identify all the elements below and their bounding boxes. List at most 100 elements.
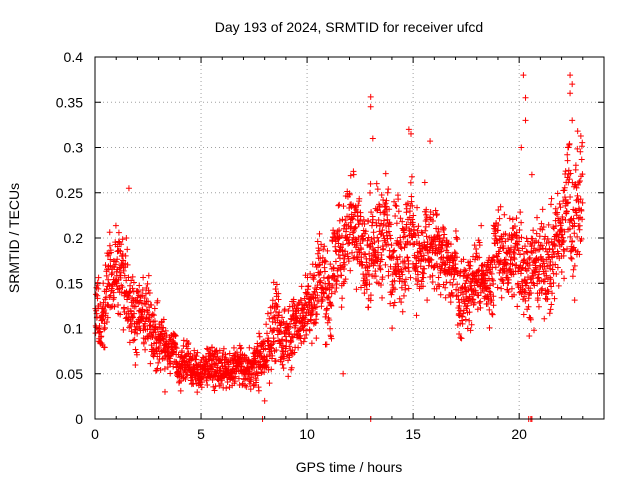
data-point (397, 244, 404, 251)
data-point (465, 262, 472, 269)
data-point (527, 276, 534, 283)
data-point (441, 231, 448, 238)
y-tick-label: 0.4 (64, 49, 84, 65)
data-point (125, 185, 132, 192)
data-point (550, 279, 557, 286)
data-point (526, 256, 533, 263)
data-point (378, 256, 385, 263)
data-point (400, 292, 407, 299)
data-point (467, 327, 474, 334)
data-point (95, 274, 102, 281)
data-point (142, 290, 149, 297)
data-point (315, 245, 322, 252)
data-point (254, 340, 261, 347)
data-point (573, 209, 580, 216)
data-point (304, 274, 311, 281)
data-point (362, 251, 369, 258)
data-point (137, 293, 144, 300)
data-point (259, 341, 266, 348)
data-point (403, 221, 410, 228)
data-point (338, 232, 345, 239)
data-point (126, 324, 133, 331)
data-point (106, 229, 113, 236)
data-point (204, 382, 211, 389)
data-point (394, 260, 401, 267)
data-point (398, 267, 405, 274)
data-point (514, 280, 521, 287)
data-point (567, 254, 574, 261)
data-point (327, 261, 334, 268)
data-point (281, 353, 288, 360)
data-point (396, 295, 403, 302)
data-point (498, 294, 505, 301)
data-point (488, 297, 495, 304)
data-point (107, 256, 114, 263)
data-point (392, 212, 399, 219)
data-point (579, 139, 586, 146)
data-point (465, 272, 472, 278)
data-point (280, 318, 287, 325)
data-point (549, 290, 556, 297)
x-tick-label: 10 (299, 426, 315, 442)
data-point (314, 282, 321, 289)
data-point (459, 313, 466, 320)
data-point (373, 180, 380, 187)
data-point (463, 277, 470, 284)
data-point (376, 223, 383, 230)
data-point (374, 186, 381, 193)
data-point (185, 339, 192, 346)
data-point (322, 313, 329, 320)
data-point (336, 227, 343, 234)
data-point (350, 171, 357, 178)
data-point (527, 285, 534, 292)
data-point (382, 261, 389, 268)
data-point (107, 292, 114, 299)
data-point (485, 275, 492, 282)
data-point (387, 235, 394, 242)
data-point (462, 284, 469, 291)
x-tick-labels: 0 5 10 15 20 (91, 426, 527, 442)
data-point (508, 244, 515, 251)
data-point (390, 248, 397, 255)
data-point (97, 301, 104, 308)
data-point (497, 257, 504, 264)
data-point (148, 332, 155, 339)
data-point (116, 265, 123, 272)
data-point (410, 241, 417, 248)
data-point (396, 253, 403, 260)
data-point (451, 254, 458, 261)
data-point (522, 94, 529, 101)
data-point (501, 265, 508, 272)
data-point (336, 201, 343, 208)
data-point (313, 335, 320, 342)
data-point (380, 197, 387, 204)
data-point (317, 255, 324, 262)
data-point (107, 304, 114, 311)
data-point (514, 244, 521, 251)
data-point (242, 382, 249, 389)
data-point (441, 262, 448, 269)
data-point (566, 225, 573, 232)
data-point (339, 295, 346, 302)
data-point (151, 305, 158, 312)
data-point (379, 274, 386, 281)
x-tick-label: 5 (197, 426, 205, 442)
data-point (320, 274, 327, 281)
data-point (442, 284, 449, 291)
data-point (123, 234, 130, 241)
data-point (101, 307, 108, 314)
y-tick-label: 0.25 (56, 185, 83, 201)
y-tick-label: 0 (75, 411, 83, 427)
plot-frame (94, 56, 605, 420)
data-point (442, 294, 449, 301)
data-point (560, 234, 566, 241)
data-point (383, 197, 390, 204)
data-point (577, 133, 584, 140)
data-point (505, 276, 512, 283)
data-point (238, 344, 245, 351)
data-point (524, 306, 531, 313)
data-point (270, 327, 277, 334)
data-point (256, 330, 263, 337)
data-point (220, 345, 227, 352)
